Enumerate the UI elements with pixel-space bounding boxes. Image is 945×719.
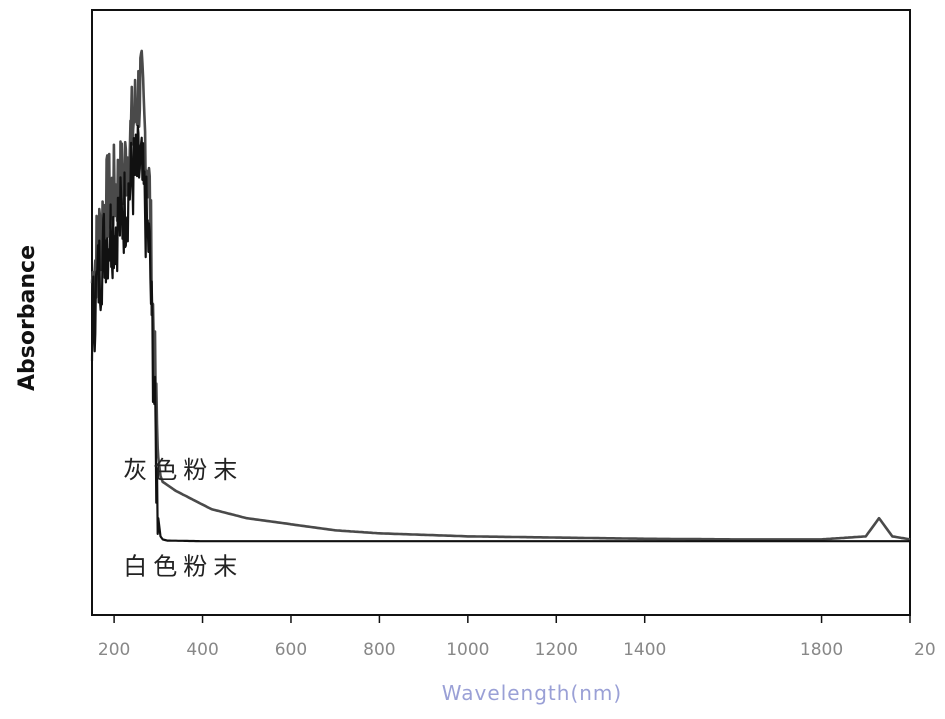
series-line-white-powder: [90, 124, 910, 543]
series-group: [90, 49, 911, 543]
x-tick-label: 1400: [623, 640, 666, 660]
x-tick-label: 600: [275, 640, 307, 660]
x-tick-label: 20: [914, 640, 936, 660]
curve-label-white-powder: 白色粉末: [123, 553, 243, 581]
plot-frame: [91, 9, 911, 616]
x-axis: 200 400 600 800 1000 1200 1400 1800 20: [98, 615, 936, 660]
series-line-gray-powder: [90, 49, 911, 541]
x-tick-label: 1800: [800, 640, 843, 660]
x-tick-label: 1000: [446, 640, 489, 660]
x-tick-label: 1200: [535, 640, 578, 660]
y-axis-label: Absorbance: [15, 245, 40, 391]
x-axis-label: Wavelength(nm): [442, 681, 622, 705]
curve-label-gray-powder: 灰色粉末: [123, 456, 243, 484]
x-tick-label: 800: [363, 640, 395, 660]
x-tick-label: 400: [186, 640, 218, 660]
x-tick-label: 200: [98, 640, 130, 660]
